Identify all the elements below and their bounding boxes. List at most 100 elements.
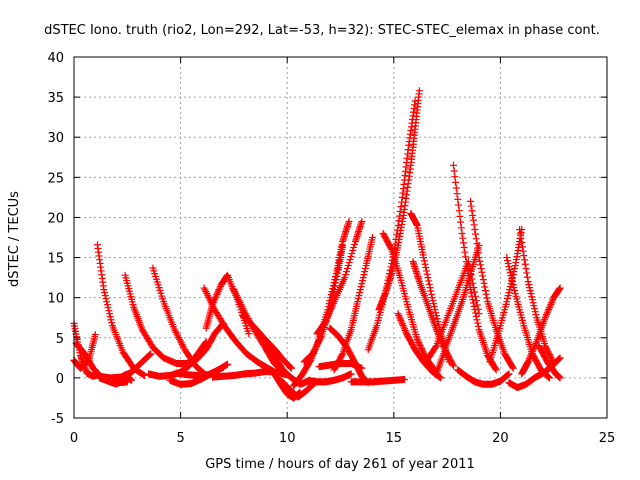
- data-point: [332, 276, 340, 284]
- data-point: [128, 376, 136, 384]
- x-tick-label: 20: [492, 431, 509, 446]
- data-point: [345, 259, 353, 267]
- data-point: [437, 374, 445, 382]
- data-point: [214, 287, 222, 295]
- data-series: [300, 242, 347, 366]
- data-point: [464, 267, 472, 275]
- data-point: [544, 348, 552, 356]
- data-point: [450, 167, 458, 175]
- data-point: [402, 328, 410, 336]
- data-point: [420, 257, 428, 265]
- data-series: [172, 360, 232, 379]
- data-point: [449, 362, 457, 370]
- data-point: [139, 371, 147, 379]
- data-point: [329, 301, 337, 309]
- plot-frame: [73, 56, 608, 419]
- data-point: [398, 320, 406, 328]
- data-point: [526, 287, 534, 295]
- data-point: [528, 348, 536, 356]
- x-axis: 0 5 10 15 20 25: [70, 57, 615, 446]
- data-point: [454, 195, 462, 203]
- data-point: [397, 316, 405, 324]
- data-point: [526, 284, 534, 292]
- data-point: [467, 202, 475, 210]
- data-point: [415, 340, 423, 348]
- data-point: [531, 308, 539, 316]
- data-point: [506, 266, 514, 274]
- data-point: [146, 350, 154, 358]
- data-point: [473, 301, 481, 309]
- x-axis-label: GPS time / hours of day 261 of year 2011: [205, 457, 475, 472]
- data-point: [107, 316, 115, 324]
- y-tick-label: 0: [56, 372, 64, 387]
- data-point: [245, 330, 253, 338]
- data-point: [504, 292, 512, 300]
- data-point: [425, 280, 433, 288]
- data-series: [315, 359, 366, 372]
- data-point: [555, 355, 563, 363]
- data-point: [327, 306, 335, 314]
- data-point: [417, 343, 425, 351]
- data-point: [324, 313, 332, 321]
- data-point: [543, 309, 551, 317]
- data-point: [556, 374, 564, 382]
- data-point: [469, 299, 477, 307]
- y-tick-label: 10: [47, 292, 64, 307]
- data-point: [309, 350, 317, 358]
- data-point: [468, 292, 476, 300]
- data-point: [544, 307, 552, 315]
- data-series: [467, 197, 517, 372]
- data-point: [476, 257, 484, 265]
- data-point: [426, 284, 434, 292]
- data-point: [418, 345, 426, 353]
- data-point: [421, 260, 429, 268]
- data-series: [277, 376, 319, 401]
- data-point: [427, 290, 435, 298]
- data-point: [354, 298, 362, 306]
- data-point: [430, 303, 438, 311]
- data-point: [516, 225, 524, 233]
- data-point: [545, 349, 553, 357]
- data-point: [467, 286, 475, 294]
- data-point: [395, 313, 403, 321]
- data-point: [416, 342, 424, 350]
- data-point: [354, 295, 362, 303]
- data-point: [347, 370, 355, 378]
- data-point: [511, 287, 519, 295]
- data-point: [457, 218, 465, 226]
- data-point: [545, 304, 553, 312]
- data-point: [458, 229, 466, 237]
- data-point: [462, 258, 470, 266]
- data-point: [480, 279, 488, 287]
- data-point: [419, 348, 427, 356]
- data-point: [452, 178, 460, 186]
- data-point: [467, 197, 475, 205]
- data-point: [331, 282, 339, 290]
- data-point: [474, 322, 482, 330]
- data-point: [492, 366, 500, 374]
- data-point: [527, 351, 535, 359]
- data-point: [451, 173, 459, 181]
- data-point: [103, 301, 111, 309]
- data-point: [504, 260, 512, 268]
- data-series: [121, 271, 227, 367]
- data-point: [314, 338, 322, 346]
- data-point: [472, 312, 480, 320]
- data-point: [324, 311, 332, 319]
- data-point: [518, 243, 526, 251]
- data-point: [481, 283, 489, 291]
- data-point: [214, 289, 222, 297]
- data-point: [342, 271, 350, 279]
- data-point: [145, 351, 153, 359]
- data-series: [96, 350, 155, 382]
- data-point: [469, 211, 477, 219]
- data-point: [215, 286, 223, 294]
- data-series: [347, 375, 408, 386]
- y-tick-label: 40: [47, 51, 64, 66]
- data-point: [322, 318, 330, 326]
- data-point: [430, 300, 438, 308]
- y-tick-label: 5: [56, 332, 64, 347]
- data-point: [323, 314, 331, 322]
- data-point: [460, 244, 468, 252]
